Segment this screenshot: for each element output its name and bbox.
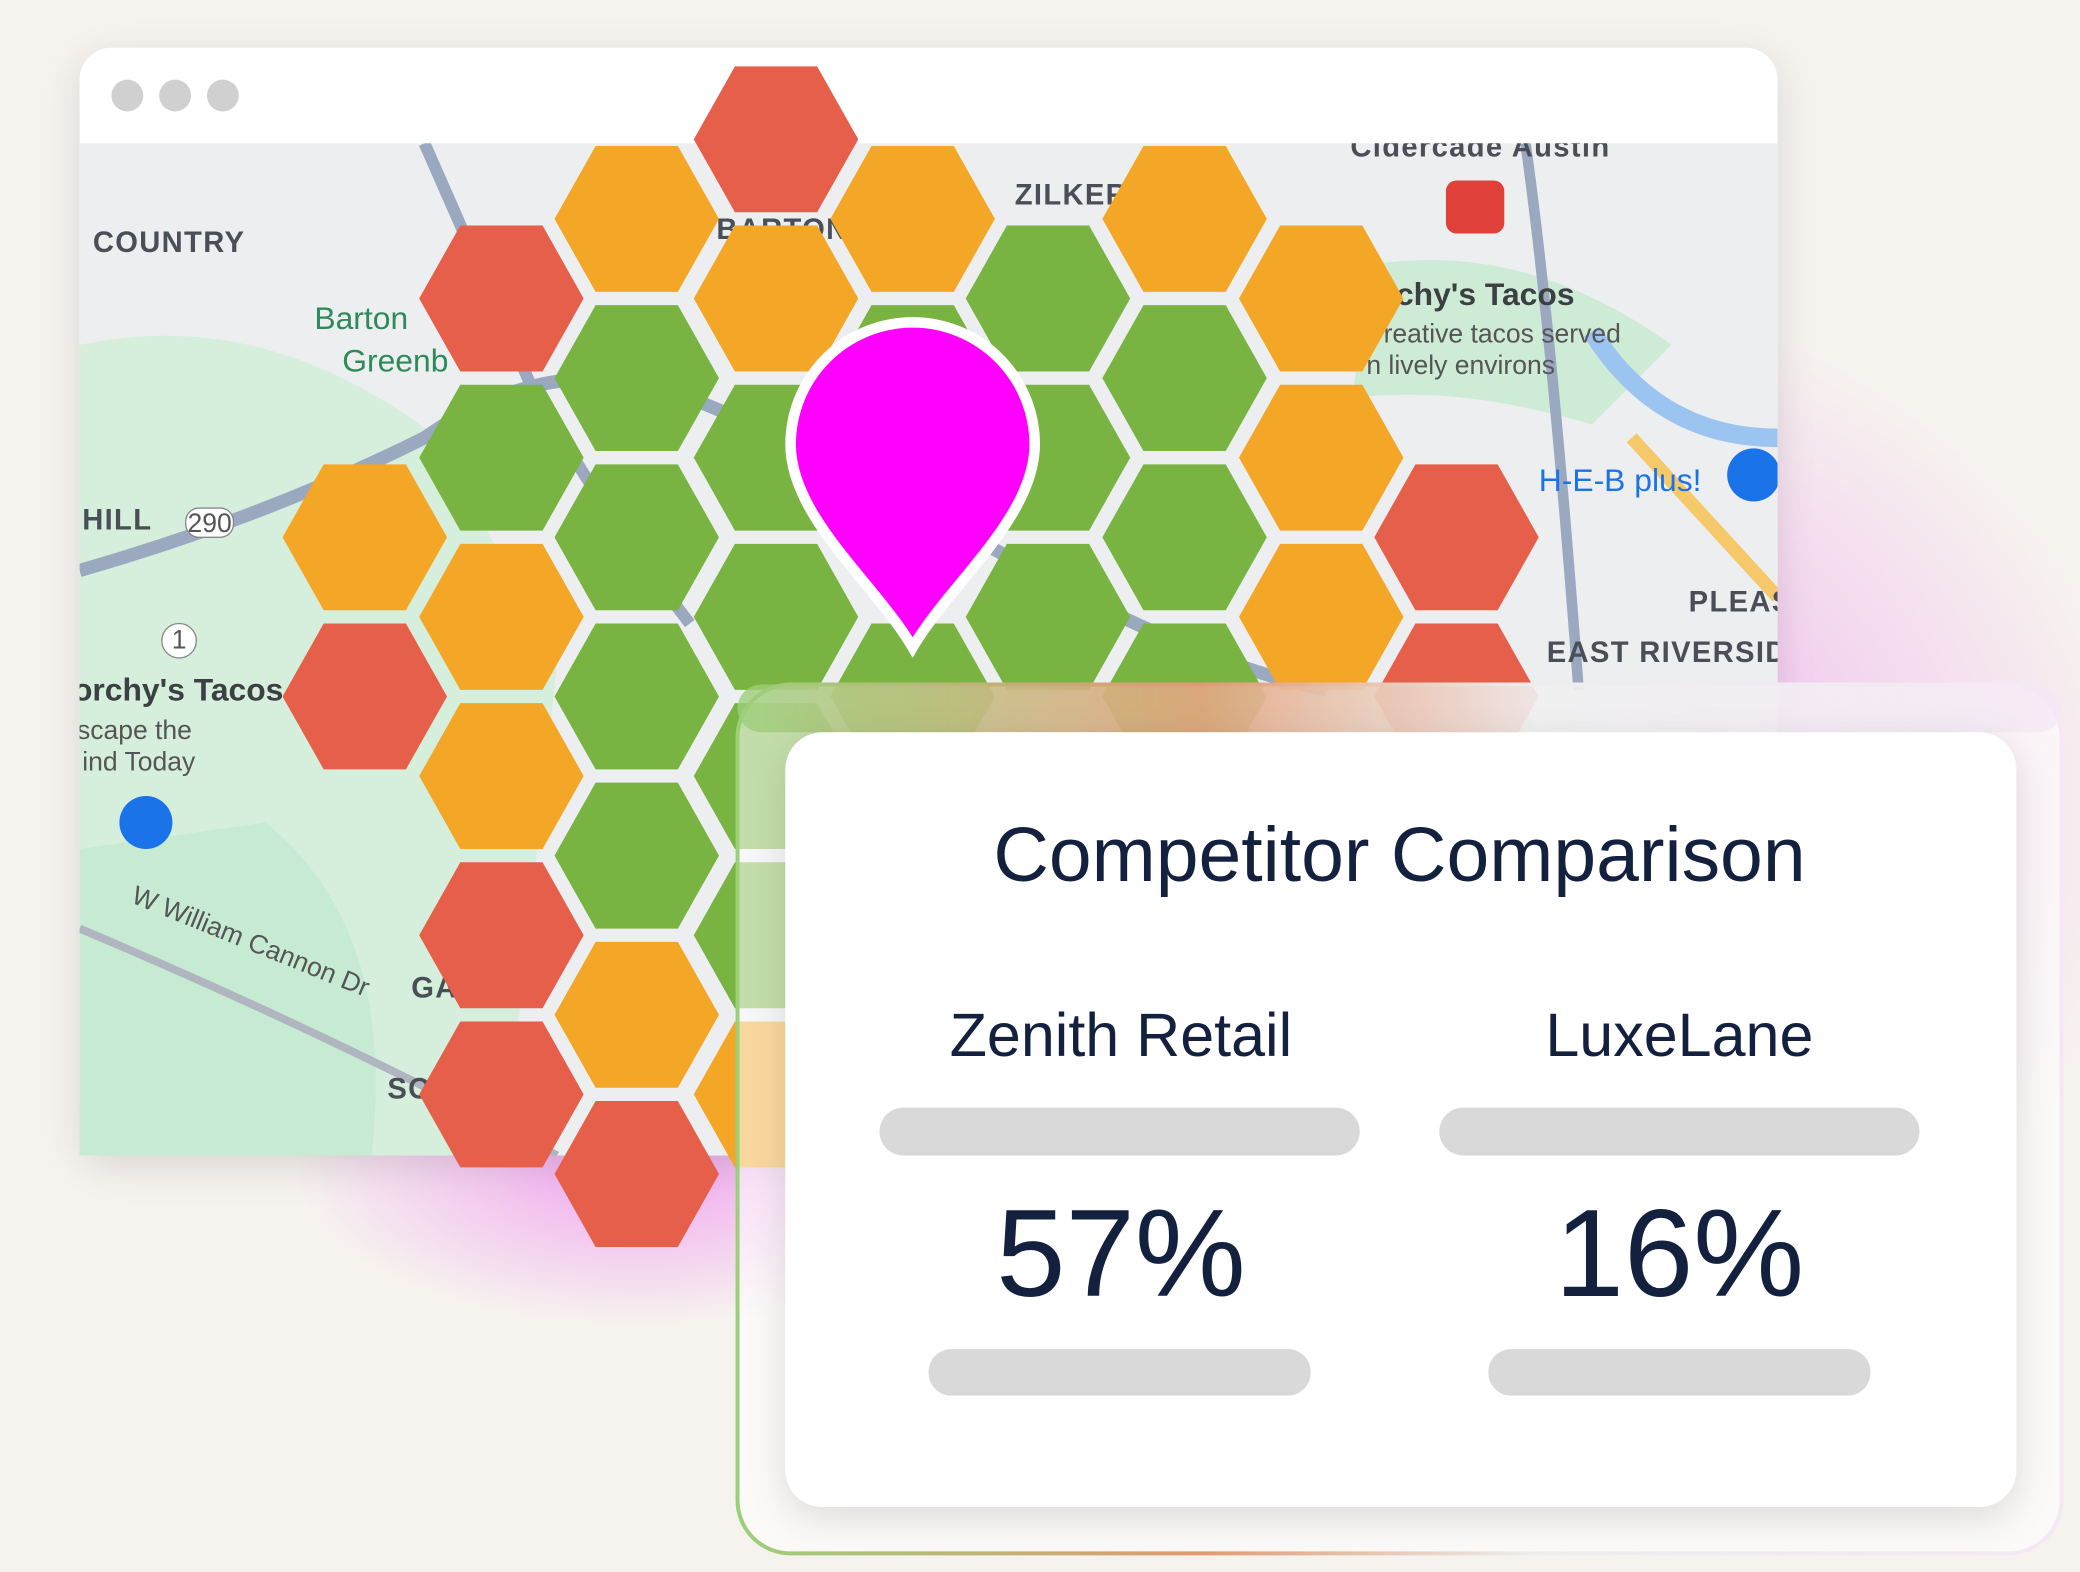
- hex-cell: [554, 145, 719, 292]
- placeholder-bar: [879, 1107, 1360, 1156]
- hex-cell: [554, 941, 719, 1088]
- map-label: EAST RIVERSID: [1547, 637, 1788, 669]
- hex-cell: [419, 703, 584, 850]
- placeholder-bar: [1439, 1107, 1920, 1156]
- map-label: H-E-B plus!: [1539, 462, 1702, 498]
- hex-cell: [693, 225, 859, 372]
- map-label: 290: [187, 508, 231, 538]
- map-label: COUNTRY: [93, 227, 245, 259]
- window-dot: [159, 79, 192, 112]
- hex-cell: [419, 1021, 584, 1168]
- location-pin: [785, 317, 1041, 658]
- hex-cell: [1102, 464, 1267, 611]
- card-frame-glow: [737, 684, 2062, 733]
- map-label: ZILKER: [1015, 179, 1128, 211]
- card-title: Competitor Comparison: [993, 812, 1805, 898]
- map-label: HILL: [82, 504, 152, 536]
- comparison-card: [785, 732, 2017, 1507]
- hex-cell: [965, 543, 1131, 690]
- hex-cell: [554, 1101, 719, 1247]
- hex-cell: [1238, 543, 1404, 690]
- map-label: reative tacos served: [1384, 318, 1621, 348]
- hex-cell: [419, 384, 584, 531]
- hex-cell: [282, 623, 448, 770]
- competitor-share: 57%: [996, 1184, 1246, 1323]
- poi-icon: [119, 795, 173, 850]
- poi-icon: [1727, 448, 1778, 502]
- competitor-name: LuxeLane: [1545, 1001, 1813, 1069]
- hex-cell: [419, 225, 584, 372]
- route-shield: [161, 622, 197, 659]
- hex-cell: [830, 145, 995, 292]
- map-label: scape the: [77, 715, 192, 745]
- map-label: Barton: [314, 300, 408, 336]
- hex-cell: [282, 464, 448, 611]
- poi-icon: [1445, 180, 1505, 234]
- hex-cell: [419, 862, 584, 1009]
- hex-cell: [693, 543, 859, 690]
- hex-cell: [1102, 145, 1267, 292]
- hex-cell: [554, 782, 719, 929]
- hex-cell: [1238, 384, 1404, 531]
- map-label: Greenb: [342, 342, 448, 378]
- hex-cell: [1238, 225, 1404, 372]
- hex-cell: [1102, 305, 1267, 452]
- route-shield: [185, 507, 235, 538]
- hex-cell: [419, 543, 584, 690]
- placeholder-bar: [1488, 1349, 1871, 1396]
- window-dot: [111, 79, 144, 112]
- map-label: n lively environs: [1366, 350, 1555, 380]
- hex-cell: [1374, 464, 1539, 611]
- hex-cell: [693, 66, 859, 213]
- map-label: orchy's Tacos: [73, 671, 283, 707]
- map-label: PLEAS: [1689, 587, 1793, 619]
- competitor-name: Zenith Retail: [950, 1001, 1293, 1069]
- hex-cell: [965, 225, 1131, 372]
- competitor-share: 16%: [1555, 1184, 1805, 1323]
- map-label: 1: [172, 625, 187, 655]
- window-dot: [206, 79, 239, 112]
- hex-cell: [554, 464, 719, 611]
- hex-cell: [554, 305, 719, 452]
- map-label: rchy's Tacos: [1384, 276, 1575, 312]
- placeholder-bar: [928, 1349, 1311, 1396]
- hex-cell: [554, 623, 719, 770]
- map-label: Cidercade Austin: [1350, 132, 1610, 164]
- map-label: ind Today: [82, 747, 196, 777]
